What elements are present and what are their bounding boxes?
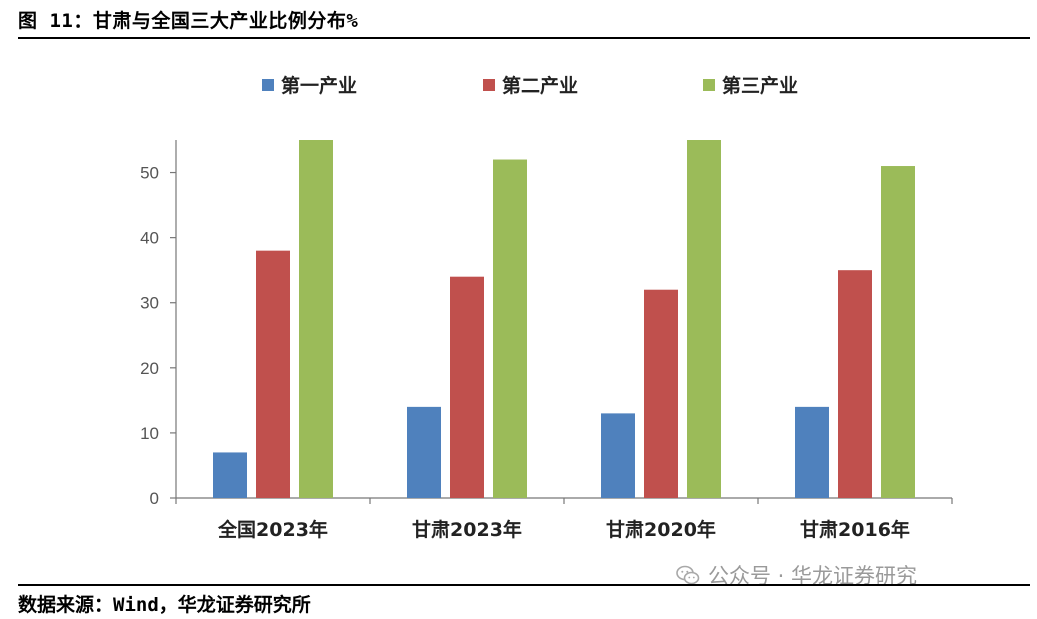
y-axis: 0 10 20 30 40 50 bbox=[140, 140, 177, 508]
figure-title: 图 11：甘肃与全国三大产业比例分布% bbox=[18, 10, 359, 32]
bar-1-2 bbox=[407, 406, 441, 498]
y-tick-label: 20 bbox=[140, 359, 159, 378]
legend-swatch bbox=[703, 79, 715, 91]
legend-swatch bbox=[262, 79, 274, 91]
bar-1-3 bbox=[601, 413, 635, 498]
bar-3-2 bbox=[493, 159, 527, 498]
x-category-label: 甘肃2023年 bbox=[412, 518, 522, 541]
y-tick-label: 0 bbox=[150, 489, 159, 508]
legend-label: 第三产业 bbox=[722, 74, 798, 97]
top-rule bbox=[18, 37, 1030, 39]
source-note: 数据来源：Wind，华龙证券研究所 bbox=[18, 594, 311, 616]
bar-2-3 bbox=[644, 289, 678, 498]
bar-2-1 bbox=[256, 250, 290, 498]
y-tick-label: 30 bbox=[140, 294, 159, 313]
legend-swatch bbox=[483, 79, 495, 91]
bar-3-4 bbox=[881, 166, 915, 498]
legend-label: 第二产业 bbox=[502, 74, 578, 97]
bar-1-4 bbox=[795, 406, 829, 498]
legend: 第一产业 第二产业 第三产业 bbox=[262, 74, 798, 97]
bars bbox=[213, 140, 915, 498]
wechat-icon bbox=[676, 565, 700, 585]
bar-1-1 bbox=[213, 452, 247, 498]
x-category-label: 全国2023年 bbox=[217, 518, 328, 541]
x-axis: 全国2023年 甘肃2023年 甘肃2020年 甘肃2016年 bbox=[175, 497, 953, 541]
bar-3-3 bbox=[687, 140, 721, 498]
bar-2-2 bbox=[450, 276, 484, 498]
y-tick-label: 10 bbox=[140, 424, 159, 443]
bar-3-1 bbox=[299, 140, 333, 498]
bar-2-4 bbox=[838, 270, 872, 498]
bar-chart: 第一产业 第二产业 第三产业 0 10 20 30 40 50 全国2023年 甘肃2023年 甘… bbox=[140, 74, 953, 541]
x-category-label: 甘肃2016年 bbox=[800, 518, 910, 541]
bottom-rule bbox=[18, 584, 1030, 586]
y-tick-label: 50 bbox=[140, 164, 159, 183]
x-category-label: 甘肃2020年 bbox=[606, 518, 716, 541]
y-tick-label: 40 bbox=[140, 229, 159, 248]
legend-label: 第一产业 bbox=[281, 74, 357, 97]
